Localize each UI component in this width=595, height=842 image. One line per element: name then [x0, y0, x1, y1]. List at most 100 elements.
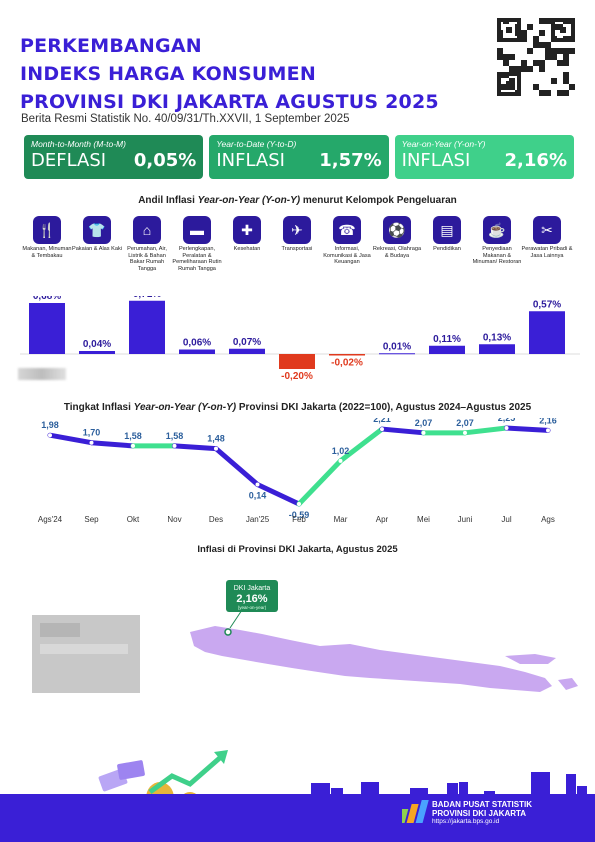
trend-title-post: Provinsi DKI Jakarta (2022=100), Agustus… [236, 402, 532, 413]
line-segment [379, 426, 426, 436]
bar-value-label: 0,04% [83, 339, 111, 350]
bar [429, 345, 465, 354]
bar [329, 354, 365, 356]
group-name: Kesehatan [233, 246, 261, 252]
group-item: ⌂ Perumahan, Air, Listrik & Bahan Bakar R… [121, 216, 173, 272]
title-line-2: INDEKS HARGA KONSUMEN [20, 63, 316, 85]
bar [229, 348, 265, 354]
bar-value-label: 0,68% [33, 296, 61, 302]
bar-value-label: 0,57% [533, 299, 561, 310]
line-segment [172, 443, 219, 452]
x-tick-label: Apr [376, 515, 389, 524]
kpi-row: Month-to-Month (M-to-M) DEFLASI 0,05% Ye… [24, 135, 574, 179]
plane-icon: ✈ [283, 216, 311, 244]
x-tick-label: Okt [127, 515, 140, 524]
line-point [380, 427, 384, 432]
bar-value-label: -0,20% [281, 371, 313, 382]
bps-logo-icon [402, 800, 429, 823]
callout-name: DKI Jakarta [234, 585, 271, 592]
line-point [89, 440, 94, 445]
x-tick-label: Ags [541, 515, 555, 524]
footer-bar [0, 794, 595, 842]
group-item: ✚ Kesehatan [221, 216, 273, 253]
group-item: ⚽ Rekreasi, Olahraga & Budaya [371, 216, 423, 259]
callout-value: 2,16% [236, 593, 267, 605]
line-point [48, 433, 52, 438]
x-tick-label: Mar [334, 515, 348, 524]
inflation-trend-chart: 1,98 Ags'24 1,70 Sep 1,58 Okt 1,58 Nov 1,48 Des 0,… [38, 418, 557, 524]
line-value-label: 2,07 [415, 418, 433, 428]
line-value-label: 2,16 [539, 418, 557, 425]
subtitle: Berita Resmi Statistik No. 40/09/31/Th.X… [21, 113, 350, 125]
line-point [546, 428, 550, 433]
bar-value-label: 0,13% [483, 332, 511, 343]
jakarta-callout [226, 580, 278, 612]
line-value-label: 1,98 [41, 420, 59, 430]
trend-title-pre: Tingkat Inflasi [63, 402, 134, 413]
kpi-mtm-value: 0,05% [133, 150, 197, 171]
line-value-label: 2,21 [373, 418, 391, 424]
group-item: ▤ Pendidikan [421, 216, 473, 253]
bar-value-label: -0,02% [331, 358, 363, 369]
org-name-1: BADAN PUSAT STATISTIK [432, 800, 532, 809]
line-segment [89, 440, 136, 449]
health-icon: ✚ [233, 216, 261, 244]
group-item: 👕 Pakaian & Alas Kaki [71, 216, 123, 253]
java-island-shape [190, 626, 552, 692]
bar-value-label: 0,06% [183, 338, 211, 349]
line-value-label: 1,58 [166, 431, 184, 441]
group-name: Perlengkapan, Peralatan & Pemeliharaan R… [172, 246, 222, 272]
line-segment [504, 425, 551, 433]
line-point [172, 443, 177, 448]
page-title: PERKEMBANGAN INDEKS HARGA KONSUMEN PROVI… [20, 32, 480, 116]
callout-note: (year-on-year) [238, 605, 267, 610]
jakarta-marker [224, 628, 232, 636]
group-name: Pendidikan [433, 246, 461, 252]
x-tick-label: Sep [84, 515, 99, 524]
group-name: Makanan, Minuman & Tembakau [22, 246, 72, 259]
kpi-ytd: Year-to-Date (Y-to-D) INFLASI 1,57% [209, 135, 389, 179]
phone-icon: ☎ [333, 216, 361, 244]
tools-icon: ✂ [533, 216, 561, 244]
java-map: DKI Jakarta 2,16% (year-on-year) [32, 580, 578, 693]
group-item: ☎ Informasi, Komunikasi & Jasa Keuangan [321, 216, 373, 266]
andil-title-pre: Andil Inflasi [138, 195, 198, 206]
footer-org: BADAN PUSAT STATISTIK PROVINSI DKI JAKAR… [432, 800, 532, 826]
bar [279, 354, 315, 369]
line-segment [255, 481, 302, 507]
x-tick-label: Nov [167, 515, 181, 524]
line-value-label: 0,14 [249, 490, 267, 500]
line-point [131, 443, 135, 448]
expenditure-groups: 🍴 Makanan, Minuman & Tembakau 👕 Pakaian & A… [22, 216, 582, 296]
org-url[interactable]: https://jakarta.bps.go.id [432, 818, 500, 825]
madura-island-shape [505, 654, 556, 664]
line-segment [462, 425, 509, 436]
kpi-yoy-label: Year-on-Year (Y-on-Y) [401, 139, 486, 149]
bar-value-label: 0,01% [383, 341, 411, 352]
line-point [338, 458, 343, 463]
map-title: Inflasi di Provinsi DKI Jakarta, Agustus… [197, 544, 398, 555]
line-point [297, 502, 301, 506]
x-tick-label: Juni [458, 515, 473, 524]
line-value-label: 2,25 [498, 418, 516, 423]
kpi-ytd-kind: INFLASI [216, 150, 285, 171]
x-tick-label: Ags'24 [38, 515, 63, 524]
line-point [421, 430, 426, 435]
group-item: ✂ Perawatan Pribadi & Jasa Lainnya [521, 216, 573, 259]
food-icon: 🍴 [33, 216, 61, 244]
blurred-map-panel-line [40, 623, 80, 637]
line-point [214, 446, 218, 451]
line-point [463, 430, 467, 435]
line-value-label: 1,70 [83, 428, 101, 438]
line-value-label: 2,07 [456, 418, 474, 428]
line-value-label: 1,02 [332, 446, 350, 456]
qr-code-icon[interactable] [497, 18, 575, 96]
line-segment [213, 446, 260, 487]
group-item: ▬ Perlengkapan, Peralatan & Pemeliharaan … [171, 216, 223, 272]
blurred-map-panel-line [40, 644, 128, 654]
group-item: ✈ Transportasi [271, 216, 323, 253]
andil-title: Andil Inflasi Year-on-Year (Y-on-Y) menu… [0, 195, 595, 206]
sport-icon: ⚽ [383, 216, 411, 244]
line-value-label: 1,58 [124, 431, 142, 441]
bar [129, 300, 165, 354]
